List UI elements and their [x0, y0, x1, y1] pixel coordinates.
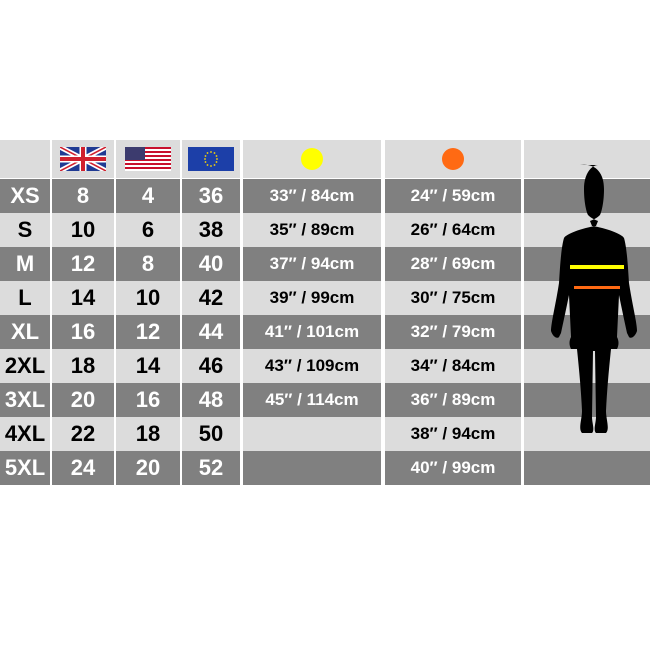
- table-row: XS 8 4 36 33″ / 84cm 24″ / 59cm: [0, 179, 650, 213]
- bust-cell: 35″ / 89cm: [243, 213, 381, 247]
- table-row: 2XL 18 14 46 43″ / 109cm 34″ / 84cm: [0, 349, 650, 383]
- us-cell: 4: [116, 179, 180, 213]
- bust-cell: [243, 417, 381, 451]
- waist-cell: 36″ / 89cm: [385, 383, 521, 417]
- bust-cell: 43″ / 109cm: [243, 349, 381, 383]
- waist-cell: 26″ / 64cm: [385, 213, 521, 247]
- size-cell: 3XL: [0, 383, 50, 417]
- table-row: L 14 10 42 39″ / 99cm 30″ / 75cm: [0, 281, 650, 315]
- eu-cell: 36: [182, 179, 240, 213]
- waist-cell: 30″ / 75cm: [385, 281, 521, 315]
- uk-cell: 12: [52, 247, 114, 281]
- uk-cell: 24: [52, 451, 114, 485]
- uk-flag-icon: [60, 147, 106, 171]
- eu-cell: 52: [182, 451, 240, 485]
- size-cell: 4XL: [0, 417, 50, 451]
- header-us: [116, 140, 180, 178]
- us-cell: 10: [116, 281, 180, 315]
- header-row: [0, 140, 650, 178]
- us-cell: 16: [116, 383, 180, 417]
- size-cell: M: [0, 247, 50, 281]
- uk-cell: 8: [52, 179, 114, 213]
- size-cell: 2XL: [0, 349, 50, 383]
- header-uk: [52, 140, 114, 178]
- uk-cell: 10: [52, 213, 114, 247]
- bust-cell: 41″ / 101cm: [243, 315, 381, 349]
- bust-cell: 33″ / 84cm: [243, 179, 381, 213]
- us-cell: 8: [116, 247, 180, 281]
- bust-cell: 45″ / 114cm: [243, 383, 381, 417]
- us-cell: 14: [116, 349, 180, 383]
- uk-cell: 22: [52, 417, 114, 451]
- eu-cell: 40: [182, 247, 240, 281]
- table-row: 5XL 24 20 52 40″ / 99cm: [0, 451, 650, 485]
- header-bust: [243, 140, 381, 178]
- us-cell: 6: [116, 213, 180, 247]
- size-cell: 5XL: [0, 451, 50, 485]
- waist-cell: 28″ / 69cm: [385, 247, 521, 281]
- uk-cell: 14: [52, 281, 114, 315]
- bust-dot-icon: [301, 148, 323, 170]
- bust-cell: 39″ / 99cm: [243, 281, 381, 315]
- uk-cell: 16: [52, 315, 114, 349]
- size-cell: S: [0, 213, 50, 247]
- uk-cell: 20: [52, 383, 114, 417]
- header-size: [0, 140, 50, 178]
- eu-cell: 38: [182, 213, 240, 247]
- us-flag-icon: [125, 147, 171, 171]
- us-cell: 20: [116, 451, 180, 485]
- eu-flag-icon: [188, 147, 234, 171]
- figure-cell: [524, 451, 650, 485]
- header-figure: [524, 140, 650, 178]
- table-row: M 12 8 40 37″ / 94cm 28″ / 69cm: [0, 247, 650, 281]
- us-cell: 12: [116, 315, 180, 349]
- waist-cell: 34″ / 84cm: [385, 349, 521, 383]
- us-cell: 18: [116, 417, 180, 451]
- table-row: XL 16 12 44 41″ / 101cm 32″ / 79cm: [0, 315, 650, 349]
- waist-cell: 24″ / 59cm: [385, 179, 521, 213]
- eu-cell: 48: [182, 383, 240, 417]
- size-cell: L: [0, 281, 50, 315]
- header-waist: [385, 140, 521, 178]
- size-cell: XS: [0, 179, 50, 213]
- eu-cell: 50: [182, 417, 240, 451]
- eu-cell: 44: [182, 315, 240, 349]
- waist-dot-icon: [442, 148, 464, 170]
- bust-cell: 37″ / 94cm: [243, 247, 381, 281]
- waist-cell: 40″ / 99cm: [385, 451, 521, 485]
- header-eu: [182, 140, 240, 178]
- waist-cell: 32″ / 79cm: [385, 315, 521, 349]
- bust-cell: [243, 451, 381, 485]
- table-row: 4XL 22 18 50 38″ / 94cm: [0, 417, 650, 451]
- woman-silhouette-icon: [551, 164, 637, 433]
- size-cell: XL: [0, 315, 50, 349]
- waist-cell: 38″ / 94cm: [385, 417, 521, 451]
- eu-cell: 46: [182, 349, 240, 383]
- eu-cell: 42: [182, 281, 240, 315]
- uk-cell: 18: [52, 349, 114, 383]
